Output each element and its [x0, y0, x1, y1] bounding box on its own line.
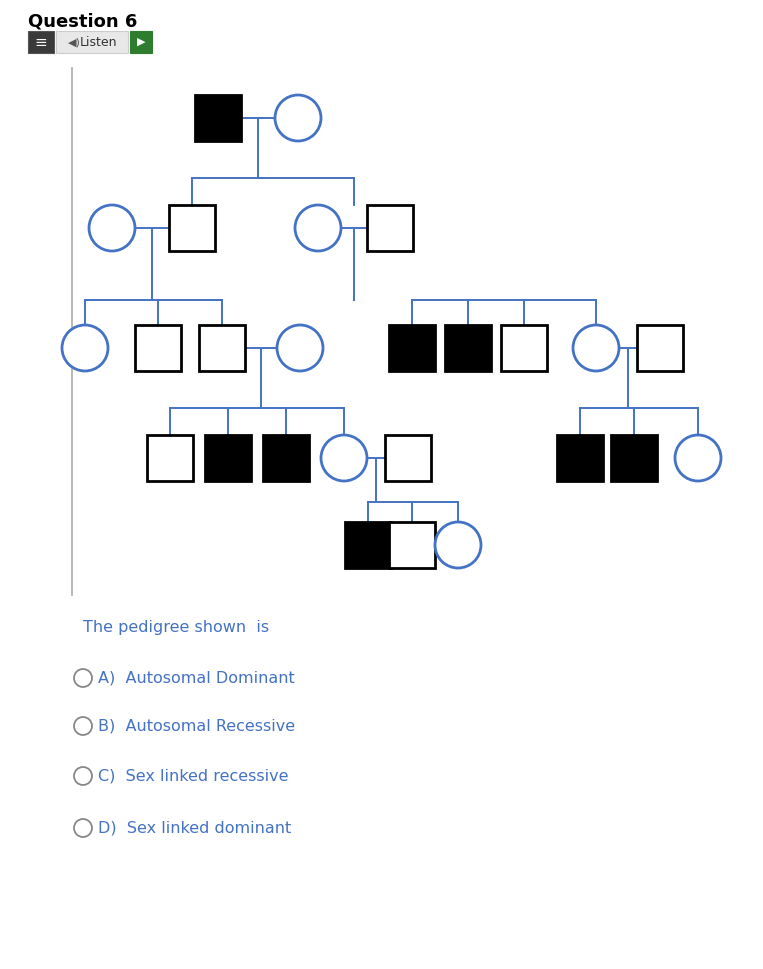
Text: D)  Sex linked dominant: D) Sex linked dominant: [98, 821, 291, 835]
Bar: [28, 31, 54, 53]
Circle shape: [74, 717, 92, 735]
Circle shape: [74, 669, 92, 687]
Circle shape: [435, 522, 481, 568]
Text: The pedigree shown  is: The pedigree shown is: [83, 620, 269, 635]
Text: C)  Sex linked recessive: C) Sex linked recessive: [98, 768, 288, 784]
Bar: [205, 435, 251, 481]
Bar: [345, 522, 391, 568]
Circle shape: [675, 435, 721, 481]
Bar: [147, 435, 193, 481]
Circle shape: [573, 325, 619, 371]
Bar: [263, 435, 309, 481]
Text: A)  Autosomal Dominant: A) Autosomal Dominant: [98, 671, 295, 685]
Bar: [385, 435, 431, 481]
Bar: [135, 325, 181, 371]
Circle shape: [89, 205, 135, 251]
Circle shape: [275, 95, 321, 141]
Circle shape: [277, 325, 323, 371]
Bar: [557, 435, 603, 481]
Bar: [56, 31, 128, 53]
Bar: [130, 31, 152, 53]
Text: B)  Autosomal Recessive: B) Autosomal Recessive: [98, 718, 295, 734]
Bar: [611, 435, 657, 481]
Bar: [637, 325, 683, 371]
Bar: [389, 522, 435, 568]
Bar: [195, 95, 241, 141]
Text: ≡: ≡: [34, 35, 47, 49]
Bar: [445, 325, 491, 371]
Bar: [501, 325, 547, 371]
Circle shape: [74, 767, 92, 785]
Text: Listen: Listen: [80, 36, 118, 48]
Bar: [169, 205, 215, 251]
Text: ◀): ◀): [68, 37, 81, 47]
Circle shape: [62, 325, 108, 371]
Bar: [199, 325, 245, 371]
Bar: [367, 205, 413, 251]
Circle shape: [74, 819, 92, 837]
Text: Question 6: Question 6: [28, 12, 137, 30]
Circle shape: [295, 205, 341, 251]
Circle shape: [321, 435, 367, 481]
Text: ▶: ▶: [137, 37, 145, 47]
Bar: [389, 325, 435, 371]
